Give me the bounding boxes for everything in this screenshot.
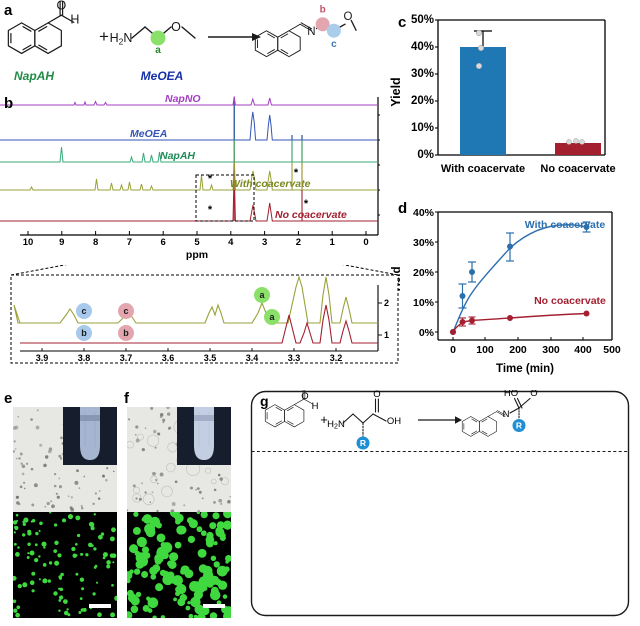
svg-text:H: H [312,401,319,412]
svg-text:NapAH: NapAH [160,150,195,162]
svg-text:N: N [307,26,315,38]
svg-text:3.4: 3.4 [246,353,259,363]
svg-text:b: b [320,5,326,16]
svg-text:b: b [81,328,87,338]
svg-text:No coacervate: No coacervate [275,209,347,221]
svg-text:500: 500 [603,344,621,356]
svg-text:1: 1 [330,237,336,248]
svg-text:10%: 10% [413,297,435,309]
svg-text:3.2: 3.2 [330,353,343,363]
svg-text:With coacervate: With coacervate [525,219,606,231]
svg-text:*: * [294,167,299,179]
svg-text:5: 5 [194,237,200,248]
svg-text:40%: 40% [413,207,435,219]
svg-text:OH: OH [387,416,401,427]
svg-text:O: O [57,0,67,13]
svg-text:NapAH: NapAH [14,69,54,83]
svg-text:3.9: 3.9 [36,353,49,363]
svg-text:g: g [260,393,269,409]
svg-text:c: c [81,306,86,316]
svg-text:NapNO: NapNO [165,95,201,105]
svg-text:ppm: ppm [186,249,208,261]
svg-text:3.7: 3.7 [120,353,133,363]
svg-text:+: + [99,27,109,46]
svg-text:a: a [155,45,161,56]
svg-text:40%: 40% [411,41,434,53]
svg-text:1: 1 [384,330,389,340]
svg-text:3.5: 3.5 [204,353,217,363]
svg-text:0: 0 [363,237,368,248]
svg-text:200: 200 [509,344,527,356]
svg-text:3.3: 3.3 [288,353,301,363]
svg-text:7: 7 [127,237,132,248]
svg-text:No coacervate: No coacervate [534,295,606,307]
svg-text:R: R [516,421,522,431]
svg-text:6: 6 [161,237,166,248]
svg-text:Yield: Yield [389,77,403,106]
svg-text:H2N: H2N [327,419,345,431]
svg-text:c: c [331,39,337,50]
svg-text:10: 10 [23,237,34,248]
svg-text:O: O [301,391,308,402]
svg-text:b: b [123,328,129,338]
svg-text:2: 2 [296,237,301,248]
svg-text:MeOEA: MeOEA [130,128,167,140]
svg-text:8: 8 [93,237,98,248]
svg-text:MeOEA: MeOEA [141,69,184,83]
svg-text:N: N [503,409,510,420]
svg-text:2: 2 [384,298,389,308]
svg-text:20%: 20% [413,267,435,279]
svg-text:O: O [171,20,181,34]
svg-text:50%: 50% [411,14,434,26]
svg-text:400: 400 [574,344,592,356]
svg-text:With coacervate: With coacervate [441,163,525,175]
svg-text:*: * [304,198,309,210]
svg-text:300: 300 [542,344,560,356]
svg-text:c: c [123,306,128,316]
svg-text:O: O [530,390,537,399]
svg-text:R: R [360,438,366,448]
svg-text:0: 0 [450,344,456,356]
svg-text:3: 3 [262,237,267,248]
svg-text:*: * [208,204,213,216]
svg-text:4: 4 [228,237,234,248]
svg-text:O: O [373,390,380,400]
svg-text:With coacervate: With coacervate [230,178,311,190]
svg-text:20%: 20% [411,95,434,107]
svg-text:10%: 10% [411,122,434,134]
svg-text:100: 100 [476,344,494,356]
svg-text:30%: 30% [411,68,434,80]
svg-text:3.8: 3.8 [78,353,91,363]
svg-text:9: 9 [59,237,64,248]
svg-text:H: H [70,13,79,27]
svg-text:No coacervate: No coacervate [540,163,615,175]
svg-text:3.6: 3.6 [162,353,175,363]
svg-text:30%: 30% [413,237,435,249]
svg-text:H2N: H2N [110,31,133,47]
svg-text:HO: HO [504,390,518,399]
svg-text:0%: 0% [419,327,435,339]
svg-text:0%: 0% [417,149,434,161]
svg-text:Time (min): Time (min) [496,363,554,375]
